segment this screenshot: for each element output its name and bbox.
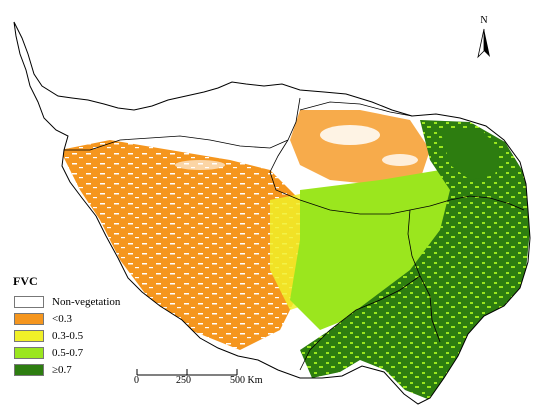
internal-boundaries — [64, 97, 525, 371]
scale-label-250: 250 — [176, 375, 191, 386]
scale-bar: 0 250 500 Km — [125, 369, 275, 389]
legend-label: 0.3-0.5 — [52, 330, 84, 342]
legend-label: 0.5-0.7 — [52, 347, 84, 359]
north-label: N — [480, 15, 488, 26]
legend-title: FVC — [13, 274, 38, 288]
legend-label: <0.3 — [52, 313, 72, 325]
legend-item-ge-0-7: ≥0.7 — [12, 362, 172, 378]
plateau-boundary — [13, 21, 531, 405]
legend-label: Non-vegetation — [52, 296, 121, 308]
legend-item-non-vegetation: Non-vegetation — [12, 294, 172, 310]
north-indicator: N — [474, 15, 494, 61]
legend-swatch — [14, 330, 44, 342]
legend: FVC Non-vegetation <0.3 0.3-0.5 0.5-0.7 … — [12, 274, 172, 386]
scale-bar-line — [136, 369, 238, 376]
scale-label-500: 500 Km — [230, 375, 263, 386]
legend-item-0-5-0-7: 0.5-0.7 — [12, 345, 172, 361]
legend-label: ≥0.7 — [52, 364, 72, 376]
legend-item-0-3-0-5: 0.3-0.5 — [12, 328, 172, 344]
legend-item-lt-0-3: <0.3 — [12, 311, 172, 327]
legend-swatch — [14, 296, 44, 308]
scale-label-0: 0 — [134, 375, 139, 386]
north-arrow-icon — [477, 28, 490, 59]
legend-swatch — [14, 364, 44, 376]
legend-swatch — [14, 313, 44, 325]
legend-swatch — [14, 347, 44, 359]
